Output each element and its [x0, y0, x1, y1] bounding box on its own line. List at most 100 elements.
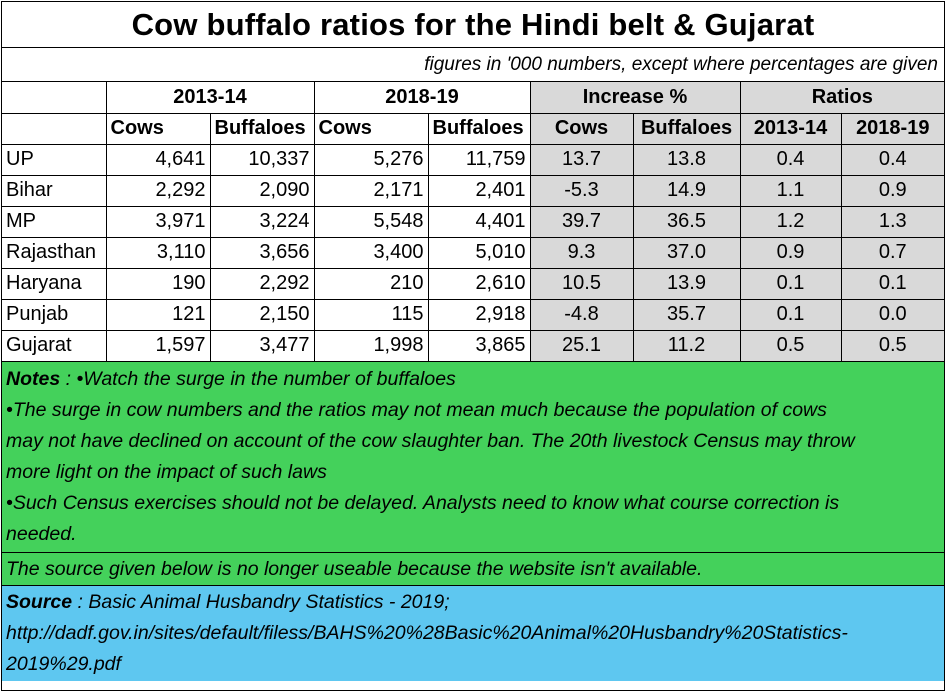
page-title: Cow buffalo ratios for the Hindi belt & … [2, 2, 944, 48]
buffaloes-2013-14-cell: 10,337 [209, 143, 315, 176]
source-url[interactable]: http://dadf.gov.in/sites/default/filess/… [6, 621, 848, 644]
table-row: Gujarat 1,597 3,477 1,998 3,865 25.1 11.2 0.5 0.… [2, 329, 945, 362]
notes-line: more light on the impact of such laws [6, 460, 327, 483]
state-cell: Rajasthan [2, 236, 107, 269]
increase-cows-cell: 13.7 [529, 143, 634, 176]
cows-2013-14-cell: 1,597 [105, 329, 211, 362]
ratio-2013-14-cell: 1.2 [739, 205, 842, 238]
group-header: 2018-19 [313, 82, 531, 114]
cows-2018-19-cell: 3,400 [313, 236, 429, 269]
state-cell: Gujarat [2, 329, 107, 362]
buffaloes-2013-14-cell: 3,224 [209, 205, 315, 238]
buffaloes-2018-19-cell: 3,865 [427, 329, 531, 362]
ratio-2013-14-cell: 1.1 [739, 174, 842, 207]
buffaloes-2013-14-cell: 2,292 [209, 267, 315, 300]
source-section: Source : Basic Animal Husbandry Statisti… [2, 585, 944, 681]
increase-cows-cell: -5.3 [529, 174, 634, 207]
increase-buffaloes-cell: 36.5 [632, 205, 741, 238]
column-header: 2018-19 [840, 112, 945, 145]
source-title: : Basic Animal Husbandry Statistics - 20… [72, 590, 450, 613]
cows-2018-19-cell: 1,998 [313, 329, 429, 362]
increase-cows-cell: 39.7 [529, 205, 634, 238]
table-row: UP 4,641 10,337 5,276 11,759 13.7 13.8 0.4 0.4 [2, 143, 945, 176]
increase-buffaloes-cell: 13.9 [632, 267, 741, 300]
cows-2013-14-cell: 4,641 [105, 143, 211, 176]
buffaloes-2013-14-cell: 3,477 [209, 329, 315, 362]
buffaloes-2018-19-cell: 5,010 [427, 236, 531, 269]
column-header: Cows [105, 112, 211, 145]
buffaloes-2018-19-cell: 2,610 [427, 267, 531, 300]
state-cell: UP [2, 143, 107, 176]
increase-cows-cell: -4.8 [529, 298, 634, 331]
ratio-2018-19-cell: 0.4 [840, 143, 945, 176]
group-header: 2013-14 [105, 82, 315, 114]
corner-cell [2, 82, 107, 114]
buffaloes-2018-19-cell: 2,401 [427, 174, 531, 207]
notes-first-line: : •Watch the surge in the number of buff… [60, 367, 456, 390]
column-header: Buffaloes [427, 112, 531, 145]
notes-label: Notes [6, 367, 61, 390]
column-header: Cows [313, 112, 429, 145]
column-header: Buffaloes [632, 112, 741, 145]
buffaloes-2018-19-cell: 2,918 [427, 298, 531, 331]
increase-cows-cell: 10.5 [529, 267, 634, 300]
increase-buffaloes-cell: 37.0 [632, 236, 741, 269]
cows-2018-19-cell: 5,276 [313, 143, 429, 176]
cows-2018-19-cell: 2,171 [313, 174, 429, 207]
column-header: 2013-14 [739, 112, 842, 145]
increase-buffaloes-cell: 11.2 [632, 329, 741, 362]
buffaloes-2018-19-cell: 11,759 [427, 143, 531, 176]
increase-cows-cell: 9.3 [529, 236, 634, 269]
column-header: Cows [529, 112, 634, 145]
increase-cows-cell: 25.1 [529, 329, 634, 362]
cows-2013-14-cell: 3,110 [105, 236, 211, 269]
group-header: Increase % [529, 82, 741, 114]
state-cell: Bihar [2, 174, 107, 207]
notes-line: may not have declined on account of the … [6, 429, 855, 452]
cows-2013-14-cell: 2,292 [105, 174, 211, 207]
notes-section: Notes : •Watch the surge in the number o… [2, 361, 944, 553]
cows-2013-14-cell: 3,971 [105, 205, 211, 238]
increase-buffaloes-cell: 14.9 [632, 174, 741, 207]
source-label: Source [6, 590, 73, 613]
group-header-row: 2013-14 2018-19 Increase % Ratios [2, 82, 945, 114]
units-note: figures in '000 numbers, except where pe… [2, 48, 944, 82]
cows-2018-19-cell: 5,548 [313, 205, 429, 238]
notes-line: •Such Census exercises should not be del… [6, 491, 840, 514]
buffaloes-2013-14-cell: 2,150 [209, 298, 315, 331]
increase-buffaloes-cell: 13.8 [632, 143, 741, 176]
ratio-2018-19-cell: 0.1 [840, 267, 945, 300]
group-header: Ratios [739, 82, 945, 114]
table-row: Haryana 190 2,292 210 2,610 10.5 13.9 0.1 0.1 [2, 267, 945, 300]
notes-line: •The surge in cow numbers and the ratios… [6, 398, 827, 421]
ratio-2018-19-cell: 0.0 [840, 298, 945, 331]
ratio-2013-14-cell: 0.1 [739, 298, 842, 331]
data-table: 2013-14 2018-19 Increase % Ratios Cows B… [2, 82, 945, 362]
corner-cell [2, 112, 107, 145]
source-unavailable-note: The source given below is no longer usea… [2, 552, 944, 586]
ratio-2018-19-cell: 0.5 [840, 329, 945, 362]
ratio-2013-14-cell: 0.1 [739, 267, 842, 300]
ratio-2013-14-cell: 0.4 [739, 143, 842, 176]
state-cell: Punjab [2, 298, 107, 331]
state-cell: Haryana [2, 267, 107, 300]
ratio-2013-14-cell: 0.5 [739, 329, 842, 362]
cows-2013-14-cell: 190 [105, 267, 211, 300]
column-header-row: Cows Buffaloes Cows Buffaloes Cows Buffa… [2, 112, 945, 145]
state-cell: MP [2, 205, 107, 238]
cows-2018-19-cell: 210 [313, 267, 429, 300]
increase-buffaloes-cell: 35.7 [632, 298, 741, 331]
source-url-continued[interactable]: 2019%29.pdf [6, 652, 121, 675]
table-row: MP 3,971 3,224 5,548 4,401 39.7 36.5 1.2 1.3 [2, 205, 945, 238]
buffaloes-2013-14-cell: 2,090 [209, 174, 315, 207]
buffaloes-2018-19-cell: 4,401 [427, 205, 531, 238]
cows-2018-19-cell: 115 [313, 298, 429, 331]
table-row: Bihar 2,292 2,090 2,171 2,401 -5.3 14.9 1.1 0.9 [2, 174, 945, 207]
column-header: Buffaloes [209, 112, 315, 145]
ratio-2013-14-cell: 0.9 [739, 236, 842, 269]
ratio-2018-19-cell: 0.7 [840, 236, 945, 269]
cows-2013-14-cell: 121 [105, 298, 211, 331]
notes-line: needed. [6, 522, 77, 545]
ratio-2018-19-cell: 1.3 [840, 205, 945, 238]
